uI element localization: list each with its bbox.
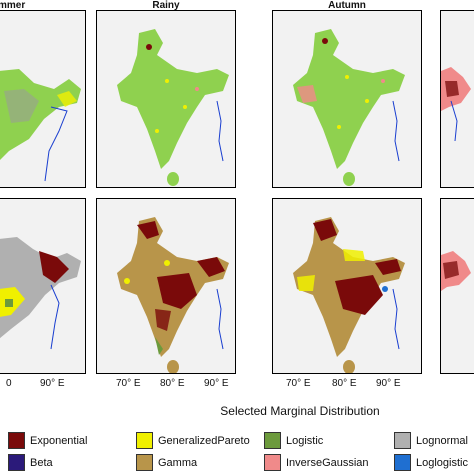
map-bottom-col4	[441, 199, 474, 373]
lon-tick-col3-c: 90° E	[376, 378, 401, 389]
legend-item-lognormal: Lognormal	[394, 432, 468, 449]
lon-tick-col2-c: 90° E	[204, 378, 229, 389]
legend-swatch	[394, 454, 411, 471]
legend-item-gamma: Gamma	[136, 454, 197, 471]
legend-item-loglogistic: Loglogistic	[394, 454, 468, 471]
lon-tick-col2-b: 80° E	[160, 378, 185, 389]
legend-swatch	[394, 432, 411, 449]
legend-swatch	[8, 432, 25, 449]
map-bottom-col3	[273, 199, 421, 373]
map-bottom-col2	[97, 199, 235, 373]
map-top-col4	[441, 11, 474, 187]
lon-tick-col1-b: 90° E	[40, 378, 65, 389]
legend-label: Gamma	[158, 456, 198, 469]
lon-tick-col1-a: 0	[6, 378, 12, 389]
map-top-col1	[0, 11, 85, 187]
legend-swatch	[264, 432, 281, 449]
map-panel-bottom-col1	[0, 198, 86, 374]
legend-label: Loglogistic	[416, 456, 468, 469]
legend-swatch	[264, 454, 281, 471]
lon-tick-col3-b: 80° E	[332, 378, 357, 389]
map-panel-top-col3	[272, 10, 422, 188]
legend-item-exponential: Exponential	[8, 432, 88, 449]
panel-title-autumn: Autumn	[328, 0, 366, 11]
legend-swatch	[136, 454, 153, 471]
map-panel-bottom-col3	[272, 198, 422, 374]
panel-title-summer: mmer	[0, 0, 26, 11]
legend-item-beta: Beta	[8, 454, 53, 471]
legend-label: InverseGaussian	[286, 456, 369, 469]
legend-label: GeneralizedPareto	[158, 434, 250, 447]
lon-tick-col3-a: 70° E	[286, 378, 311, 389]
legend-item-logistic: Logistic	[264, 432, 323, 449]
legend-label: Exponential	[30, 434, 88, 447]
legend-item-inversegaussian: InverseGaussian	[264, 454, 369, 471]
lon-tick-col2-a: 70° E	[116, 378, 141, 389]
map-panel-bottom-col2	[96, 198, 236, 374]
map-bottom-col1	[0, 199, 85, 373]
legend-title: Selected Marginal Distribution	[220, 404, 380, 418]
legend-label: Beta	[30, 456, 53, 469]
legend-item-generalizedpareto: GeneralizedPareto	[136, 432, 250, 449]
legend-label: Lognormal	[416, 434, 468, 447]
panel-title-rainy: Rainy	[152, 0, 180, 11]
map-panel-top-col1	[0, 10, 86, 188]
map-panel-top-col2	[96, 10, 236, 188]
map-top-col2	[97, 11, 235, 187]
map-panel-bottom-col4	[440, 198, 474, 374]
legend-label: Logistic	[286, 434, 324, 447]
legend-swatch	[136, 432, 153, 449]
map-panel-top-col4	[440, 10, 474, 188]
legend-swatch	[8, 454, 25, 471]
map-top-col3	[273, 11, 421, 187]
